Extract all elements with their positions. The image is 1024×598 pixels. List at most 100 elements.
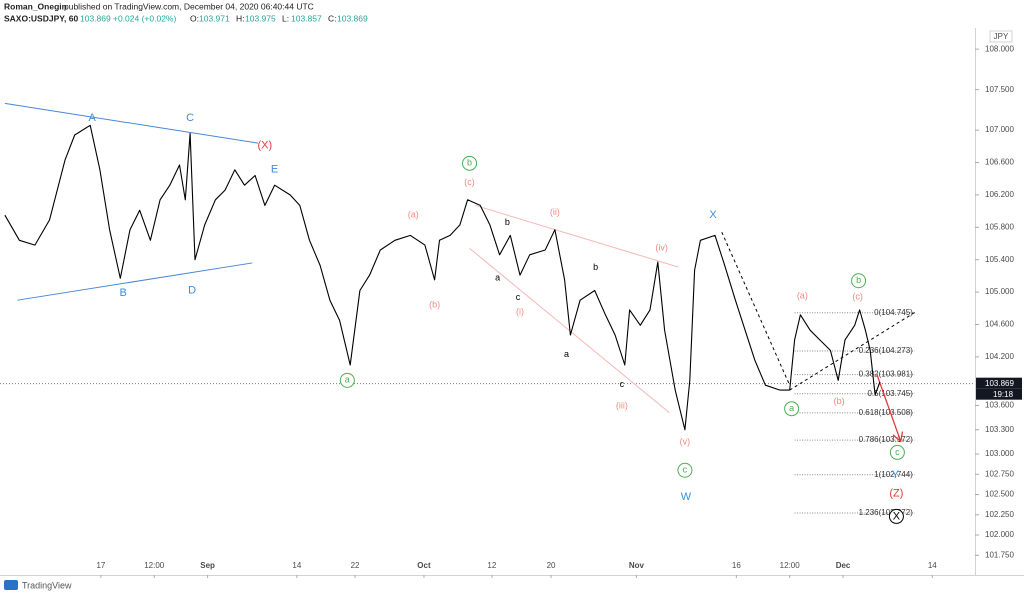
wave-label: b — [505, 217, 510, 227]
fib-label: 1.236(102.272) — [859, 508, 914, 517]
wave-label: c — [516, 292, 521, 302]
ohlc-value: 103.857 — [291, 13, 322, 23]
x-tick-label: Oct — [417, 561, 431, 570]
trend-line — [17, 262, 253, 301]
arrow — [876, 374, 900, 441]
wave-label: A — [88, 112, 96, 124]
price: 103.869 — [80, 13, 111, 23]
countdown-box — [976, 388, 1022, 400]
wave-label: E — [271, 164, 278, 176]
annotation-circle — [889, 444, 905, 460]
x-tick-label: 14 — [292, 561, 301, 570]
annotation-circle — [784, 401, 800, 417]
wave-label: b — [593, 262, 598, 272]
annotation-circle — [339, 372, 355, 388]
wave-label: Y — [892, 469, 900, 481]
fib-label: 0.382(103.981) — [859, 370, 914, 379]
trend-line — [721, 231, 791, 386]
fib-label: 0.786(103.172) — [859, 435, 914, 444]
fib-label: 1(102.744) — [874, 470, 913, 479]
trend-line — [475, 204, 679, 268]
y-tick-label: 105.000 — [985, 287, 1014, 296]
brand: TradingView — [22, 580, 72, 590]
published: published on TradingView.com, December 0… — [64, 1, 314, 11]
y-tick-label: 105.800 — [985, 222, 1014, 231]
ohlc-value: 103.975 — [245, 13, 276, 23]
x-tick-label: 20 — [547, 561, 556, 570]
x-tick-label: Dec — [836, 561, 851, 570]
y-tick-label: 106.200 — [985, 190, 1014, 199]
wave-label: X — [893, 510, 901, 522]
y-tick-label: 104.200 — [985, 352, 1014, 361]
x-tick-label: 22 — [351, 561, 360, 570]
y-tick-label: 102.750 — [985, 469, 1014, 478]
wave-label: (iv) — [655, 243, 668, 253]
brand-logo — [4, 580, 18, 590]
wave-label: b — [467, 158, 472, 168]
wave-label: (a) — [797, 291, 808, 301]
last-price-label: 103.869 — [985, 379, 1014, 388]
y-tick-label: 107.000 — [985, 125, 1014, 134]
wave-label: a — [345, 375, 350, 385]
y-tick-label: 107.500 — [985, 85, 1014, 94]
wave-label: (c) — [464, 177, 475, 187]
countdown: 19:18 — [993, 390, 1014, 399]
wave-label: (i) — [516, 307, 524, 317]
last-price-box — [976, 377, 1022, 389]
wave-label: (b) — [429, 299, 440, 309]
wave-label: X — [709, 209, 717, 221]
y-tick-label: 106.600 — [985, 158, 1014, 167]
wave-label: b — [856, 275, 861, 285]
wave-label: (iii) — [616, 401, 628, 411]
wave-label: C — [186, 112, 194, 124]
x-tick-label: 12:00 — [144, 561, 165, 570]
wave-label: c — [683, 465, 688, 475]
symbol: SAXO:USDJPY, 60 — [4, 13, 78, 23]
x-tick-label: 17 — [96, 561, 105, 570]
ohlc-label: O: — [190, 13, 199, 23]
wave-label: (X) — [258, 139, 273, 151]
x-tick-label: 16 — [732, 561, 741, 570]
ohlc-value: 103.971 — [199, 13, 230, 23]
wave-label: (Z) — [889, 488, 903, 500]
wave-label: c — [620, 379, 625, 389]
fib-label: 0.236(104.273) — [859, 346, 914, 355]
change: +0.024 (+0.02%) — [113, 13, 176, 23]
y-tick-label: 108.000 — [985, 44, 1014, 53]
x-tick-label: 12 — [487, 561, 496, 570]
wave-label: (b) — [834, 396, 845, 406]
author: Roman_Onegin — [4, 1, 67, 11]
ohlc-value: 103.869 — [337, 13, 368, 23]
y-tick-label: 105.400 — [985, 255, 1014, 264]
x-tick-label: 12:00 — [780, 561, 801, 570]
wave-label: D — [188, 284, 196, 296]
annotation-circle — [851, 273, 867, 289]
wave-label: (v) — [680, 436, 691, 446]
currency: JPY — [994, 32, 1009, 41]
fib-label: 0.618(103.508) — [859, 408, 914, 417]
x-tick-label: Sep — [200, 561, 215, 570]
trend-line — [789, 311, 916, 391]
annotation-circle — [462, 155, 478, 171]
x-tick-label: Nov — [629, 561, 645, 570]
wave-label: (ii) — [550, 207, 560, 217]
wave-label: a — [789, 403, 794, 413]
fib-label: 0(104.745) — [874, 308, 913, 317]
ohlc-label: L: — [282, 13, 289, 23]
y-tick-label: 102.000 — [985, 530, 1014, 539]
wave-label: W — [681, 491, 692, 503]
currency-box — [989, 30, 1013, 43]
annotation-circle — [677, 462, 693, 478]
price-line — [4, 124, 881, 431]
annotation-circle — [888, 508, 904, 524]
fib-label: 0.5(103.745) — [867, 389, 913, 398]
y-tick-label: 102.500 — [985, 490, 1014, 499]
ohlc-label: C: — [328, 13, 337, 23]
trend-line — [4, 102, 259, 144]
wave-label: c — [895, 447, 900, 457]
ohlc-label: H: — [236, 13, 245, 23]
y-tick-label: 103.000 — [985, 449, 1014, 458]
y-tick-label: 103.300 — [985, 425, 1014, 434]
